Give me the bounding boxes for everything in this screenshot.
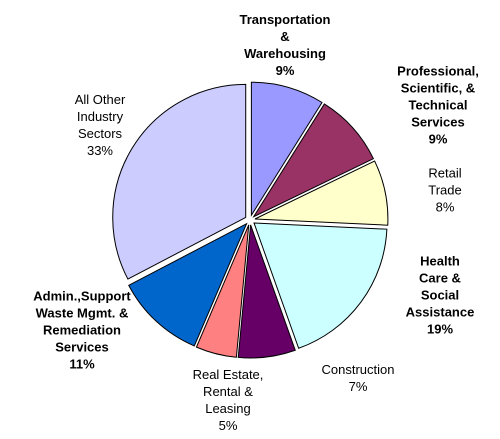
category-label: All Other Industry Sectors [74,92,126,141]
value-label: 9% [275,63,295,78]
slice-label: Construction 7% [322,361,395,395]
pie-slice [252,103,375,218]
pie-slice [195,224,250,358]
pie-slice [112,83,247,280]
pie-slice [250,81,323,217]
value-label: 8% [435,199,455,215]
pie-slice [254,160,389,226]
category-label: Admin.,Support Waste Mgmt. & Remediation… [33,288,131,355]
slice-label: Real Estate, Rental & Leasing 5% [193,366,264,434]
slice-label: Retail Trade 8% [418,165,473,216]
category-label: Retail Trade [428,165,462,198]
category-label: Health Care & Social Assistance [405,253,475,320]
slice-label: Admin.,Support Waste Mgmt. & Remediation… [33,288,131,373]
pie-slice [253,222,388,349]
value-label: 11% [69,356,95,372]
value-label: 9% [428,131,448,147]
category-label: Transportation & Warehousing [239,12,331,61]
value-label: 5% [218,418,238,433]
category-label: Construction [321,362,395,377]
value-label: 7% [348,379,368,394]
value-label: 33% [86,143,114,158]
slice-label: All Other Industry Sectors 33% [75,91,126,159]
slice-label: Health Care & Social Assistance 19% [406,253,475,338]
category-label: Real Estate, Rental & Leasing [192,367,264,416]
slice-label: Professional, Scientific, & Technical Se… [397,63,479,148]
category-label: Professional, Scientific, & Technical Se… [397,63,479,130]
pie-slice [128,222,248,347]
pie-slice [237,224,296,359]
slice-label: Transportation & Warehousing 9% [239,11,330,79]
value-label: 19% [426,321,454,337]
